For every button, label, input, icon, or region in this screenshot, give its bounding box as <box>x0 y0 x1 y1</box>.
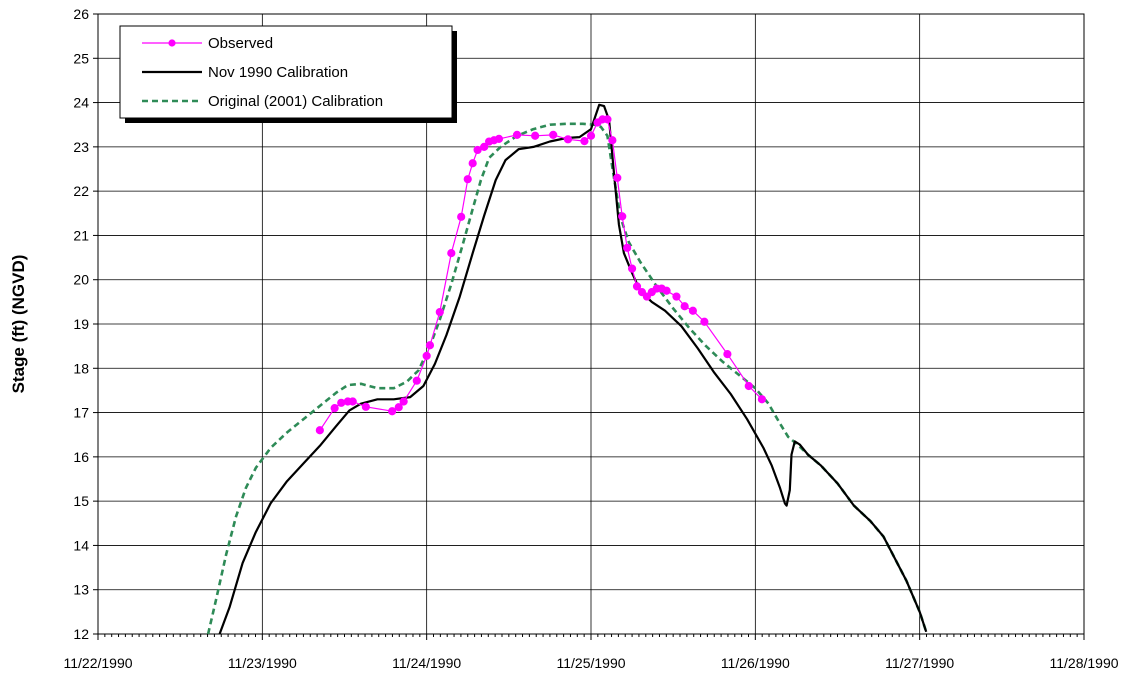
y-tick-label: 25 <box>73 50 89 66</box>
y-tick-label: 23 <box>73 139 89 155</box>
observed-point <box>394 403 403 412</box>
observed-point <box>672 292 681 301</box>
y-tick-label: 18 <box>73 360 89 376</box>
observed-point <box>613 173 622 182</box>
x-tick-label: 11/22/1990 <box>63 655 132 671</box>
x-tick-label: 11/25/1990 <box>556 655 625 671</box>
observed-point <box>330 404 339 413</box>
observed-point <box>662 286 671 295</box>
y-tick-label: 15 <box>73 493 89 509</box>
observed-point <box>688 306 697 315</box>
observed-point <box>348 397 357 406</box>
y-tick-label: 19 <box>73 316 89 332</box>
y-tick-label: 17 <box>73 405 89 421</box>
series-line-1 <box>218 103 928 635</box>
y-axis-title: Stage (ft) (NGVD) <box>9 255 28 394</box>
observed-point <box>463 175 472 184</box>
y-tick-label: 26 <box>73 6 89 22</box>
observed-point <box>457 212 466 221</box>
y-tick-label: 24 <box>73 95 89 111</box>
y-tick-label: 12 <box>73 626 89 642</box>
observed-point <box>361 402 370 411</box>
observed-point <box>531 131 540 140</box>
observed-point <box>512 130 522 139</box>
observed-point <box>435 307 444 317</box>
legend: Observed Nov 1990 Calibration Original (20… <box>119 25 457 123</box>
y-tick-label: 21 <box>73 227 89 243</box>
x-tick-label: 11/28/1990 <box>1049 655 1118 671</box>
observed-point <box>680 302 689 311</box>
observed-point <box>468 159 477 168</box>
x-tick-label: 11/27/1990 <box>885 655 954 671</box>
observed-point <box>425 341 435 350</box>
series-layer <box>206 103 928 635</box>
x-axis: 11/22/1990 11/23/1990 11/24/1990 11/25/1990… <box>63 634 1119 671</box>
observed-point <box>563 135 573 144</box>
observed-point <box>744 381 753 391</box>
observed-point <box>315 426 324 435</box>
observed-point <box>447 249 456 258</box>
series-line-2 <box>206 122 928 635</box>
legend-label-2: Original (2001) Calibration <box>208 93 383 110</box>
x-tick-label: 11/26/1990 <box>721 655 790 671</box>
y-tick-label: 14 <box>73 537 89 553</box>
observed-point <box>580 137 589 146</box>
x-tick-label: 11/23/1990 <box>228 655 297 671</box>
observed-point <box>412 376 421 385</box>
observed-point <box>632 282 642 291</box>
y-axis: 12 13 14 15 16 17 18 19 20 21 22 23 24 25 26 <box>73 6 98 642</box>
legend-items: Observed Nov 1990 Calibration Original (20… <box>142 35 383 110</box>
series-line-0 <box>319 118 763 431</box>
observed-point <box>549 130 558 139</box>
y-tick-label: 20 <box>73 272 89 288</box>
observed-point <box>627 264 637 273</box>
legend-label-0: Observed <box>208 35 273 52</box>
observed-point <box>723 350 732 359</box>
observed-point <box>337 398 346 407</box>
observed-point <box>473 145 482 155</box>
observed-point <box>388 407 397 416</box>
observed-point <box>700 317 709 326</box>
observed-point <box>608 136 617 145</box>
y-tick-label: 22 <box>73 183 89 199</box>
observed-point <box>494 134 504 143</box>
y-tick-label: 13 <box>73 582 89 598</box>
x-tick-label: 11/24/1990 <box>392 655 461 671</box>
observed-point <box>586 131 596 140</box>
observed-point <box>399 397 408 406</box>
y-tick-label: 16 <box>73 449 89 465</box>
observed-point <box>757 395 767 404</box>
observed-point <box>603 115 612 124</box>
observed-point <box>480 142 489 151</box>
observed-point <box>623 243 632 252</box>
observed-point <box>618 212 627 221</box>
legend-marker-0 <box>168 39 176 47</box>
legend-label-1: Nov 1990 Calibration <box>208 64 348 81</box>
observed-point <box>422 351 431 360</box>
